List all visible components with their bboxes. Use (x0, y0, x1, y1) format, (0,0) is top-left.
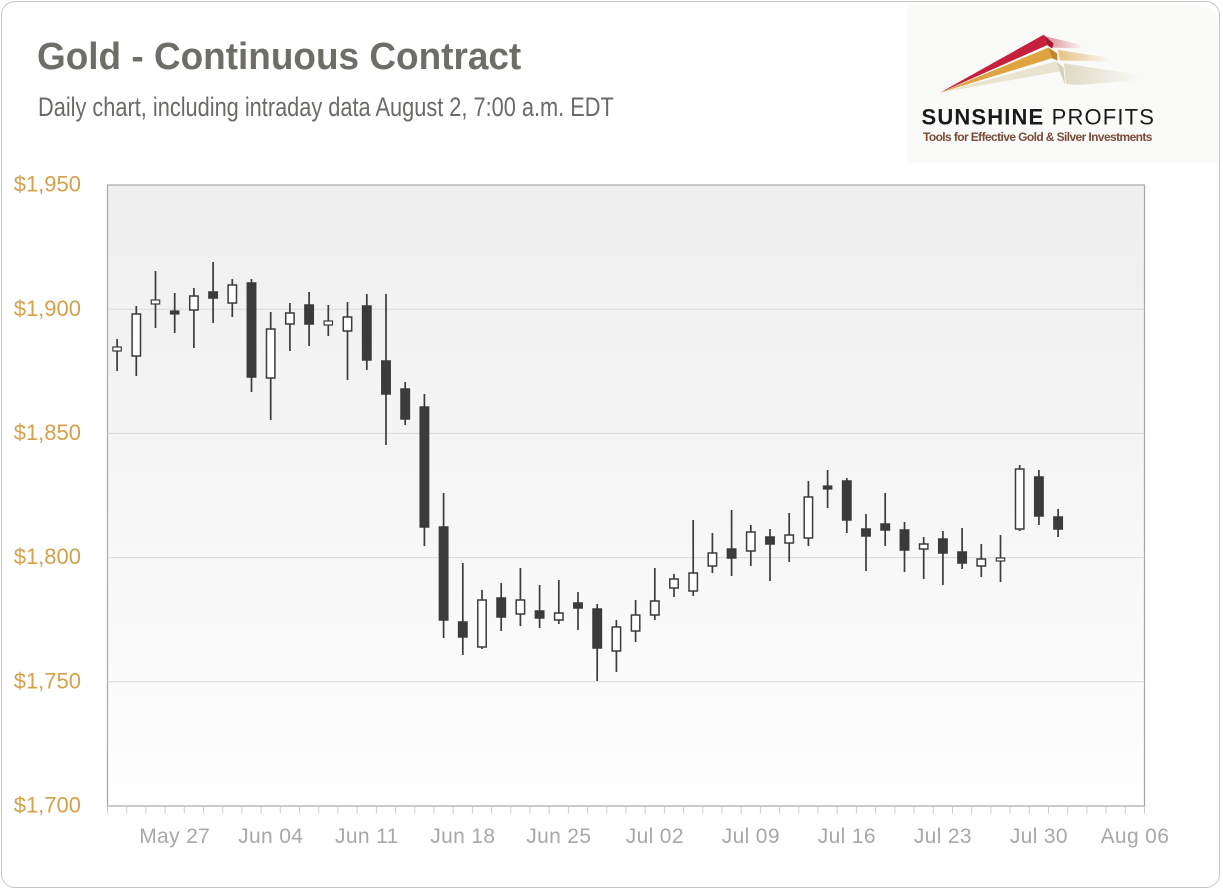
svg-text:Jun 11: Jun 11 (335, 825, 399, 848)
svg-text:$1,700: $1,700 (14, 793, 81, 818)
svg-text:Jul 23: Jul 23 (914, 825, 972, 848)
svg-text:$1,750: $1,750 (14, 668, 81, 693)
svg-text:Jul 09: Jul 09 (722, 825, 780, 848)
svg-text:$1,800: $1,800 (14, 544, 81, 569)
svg-text:Tools for Effective Gold & Sil: Tools for Effective Gold & Silver Invest… (923, 130, 1153, 144)
svg-text:Jul 02: Jul 02 (626, 825, 684, 848)
svg-text:Aug 06: Aug 06 (1101, 825, 1170, 848)
svg-text:Jun 04: Jun 04 (238, 825, 303, 848)
svg-text:Jul 16: Jul 16 (818, 825, 876, 848)
svg-text:SUNSHINE PROFITS: SUNSHINE PROFITS (922, 105, 1156, 130)
svg-text:Jun 25: Jun 25 (526, 825, 591, 848)
svg-text:$1,850: $1,850 (14, 420, 81, 445)
svg-text:Jul 30: Jul 30 (1010, 825, 1068, 848)
svg-text:$1,900: $1,900 (14, 296, 81, 321)
svg-text:$1,950: $1,950 (14, 172, 81, 197)
svg-text:May 27: May 27 (139, 825, 210, 848)
svg-text:Jun 18: Jun 18 (430, 825, 495, 848)
